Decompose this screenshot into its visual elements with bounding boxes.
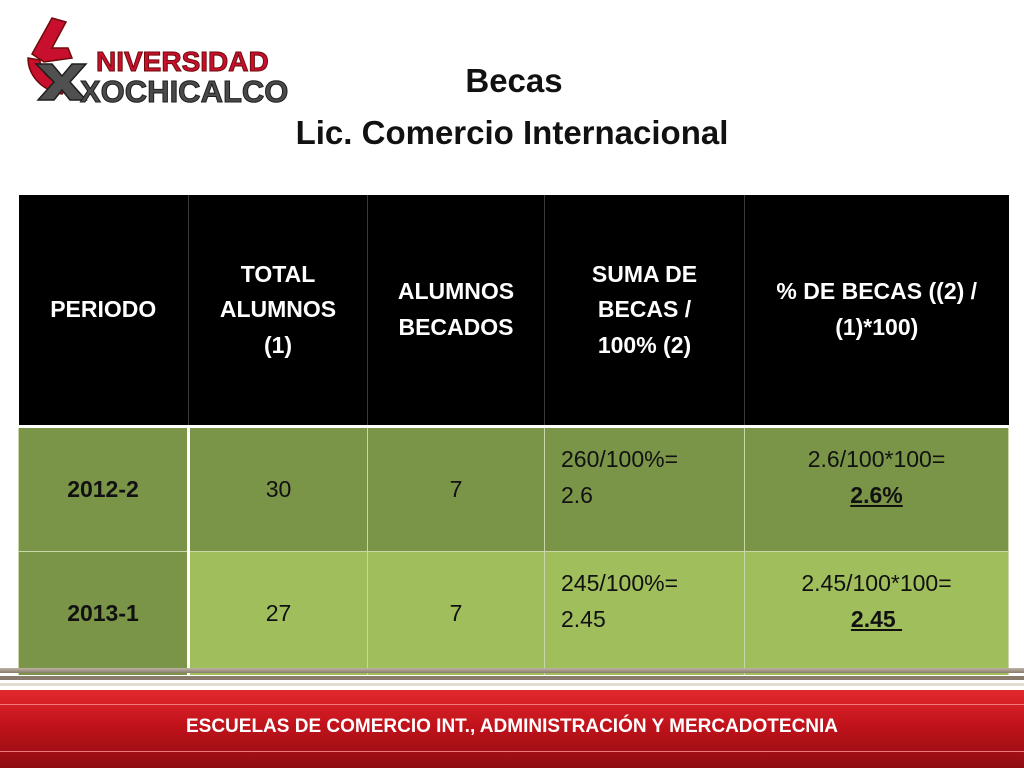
cell-alumnos-becados: 7 <box>367 425 545 552</box>
footer-divider-middle <box>0 676 1024 680</box>
footer-divider-top <box>0 668 1024 673</box>
suma-value: 2.45 <box>561 605 606 632</box>
suma-formula: 260/100%= <box>561 446 679 472</box>
cell-periodo: 2012-2 <box>18 425 190 552</box>
header-porcentaje-becas-label: % DE BECAS ((2) / (1)*100) <box>776 278 978 340</box>
header-total-alumnos-label: TOTAL ALUMNOS (1) <box>219 260 337 358</box>
cell-suma-becas: 245/100%= 2.45 <box>544 551 745 675</box>
logo-text-universidad: NIVERSIDAD <box>96 46 270 77</box>
header-alumnos-becados-label: ALUMNOS BECADOS <box>397 278 515 340</box>
header-periodo: PERIODO <box>18 195 189 427</box>
table-row: 2013-1 27 7 245/100%= 2.45 2.45/100*100=… <box>18 551 1009 675</box>
page-subtitle: Lic. Comercio Internacional <box>295 114 729 151</box>
table-row: 2012-2 30 7 260/100%= 2.6 2.6/100*100= 2… <box>18 425 1009 552</box>
footer-inner-frame <box>0 704 1024 752</box>
footer-text: ESCUELAS DE COMERCIO INT., ADMINISTRACIÓ… <box>185 716 839 737</box>
scholarship-table-container: PERIODO TOTAL ALUMNOS (1) ALUMNOS BECADO… <box>18 195 1009 675</box>
cell-periodo: 2013-1 <box>18 551 190 675</box>
logo-emblem-icon <box>27 17 88 101</box>
suma-value: 2.6 <box>561 481 593 508</box>
logo-text-xochicalco: XOCHICALCO <box>79 74 289 109</box>
cell-total-alumnos: 27 <box>188 551 368 675</box>
footer-divider-bottom <box>0 683 1024 686</box>
pct-formula: 2.6/100*100= <box>807 446 946 472</box>
pct-result: 2.6% <box>850 481 903 508</box>
cell-porcentaje-becas: 2.6/100*100= 2.6% <box>744 425 1009 552</box>
footer-bar: ESCUELAS DE COMERCIO INT., ADMINISTRACIÓ… <box>0 690 1024 768</box>
cell-porcentaje-becas: 2.45/100*100= 2.45 <box>744 551 1009 675</box>
header-suma-becas: SUMA DE BECAS / 100% (2) <box>544 195 745 427</box>
suma-formula: 245/100%= <box>561 570 679 596</box>
header-porcentaje-becas: % DE BECAS ((2) / (1)*100) <box>744 195 1009 427</box>
cell-alumnos-becados: 7 <box>367 551 545 675</box>
cell-suma-becas: 260/100%= 2.6 <box>544 425 745 552</box>
pct-formula: 2.45/100*100= <box>801 570 952 596</box>
page-title: Becas <box>465 62 563 99</box>
table-header-row: PERIODO TOTAL ALUMNOS (1) ALUMNOS BECADO… <box>18 195 1009 427</box>
header-suma-becas-label: SUMA DE BECAS / 100% (2) <box>591 260 698 358</box>
university-logo: NIVERSIDAD XOCHICALCO <box>22 14 292 109</box>
header-total-alumnos: TOTAL ALUMNOS (1) <box>188 195 368 427</box>
pct-result: 2.45 <box>850 605 903 632</box>
header-alumnos-becados: ALUMNOS BECADOS <box>367 195 545 427</box>
scholarship-table: PERIODO TOTAL ALUMNOS (1) ALUMNOS BECADO… <box>18 195 1009 675</box>
cell-total-alumnos: 30 <box>188 425 368 552</box>
